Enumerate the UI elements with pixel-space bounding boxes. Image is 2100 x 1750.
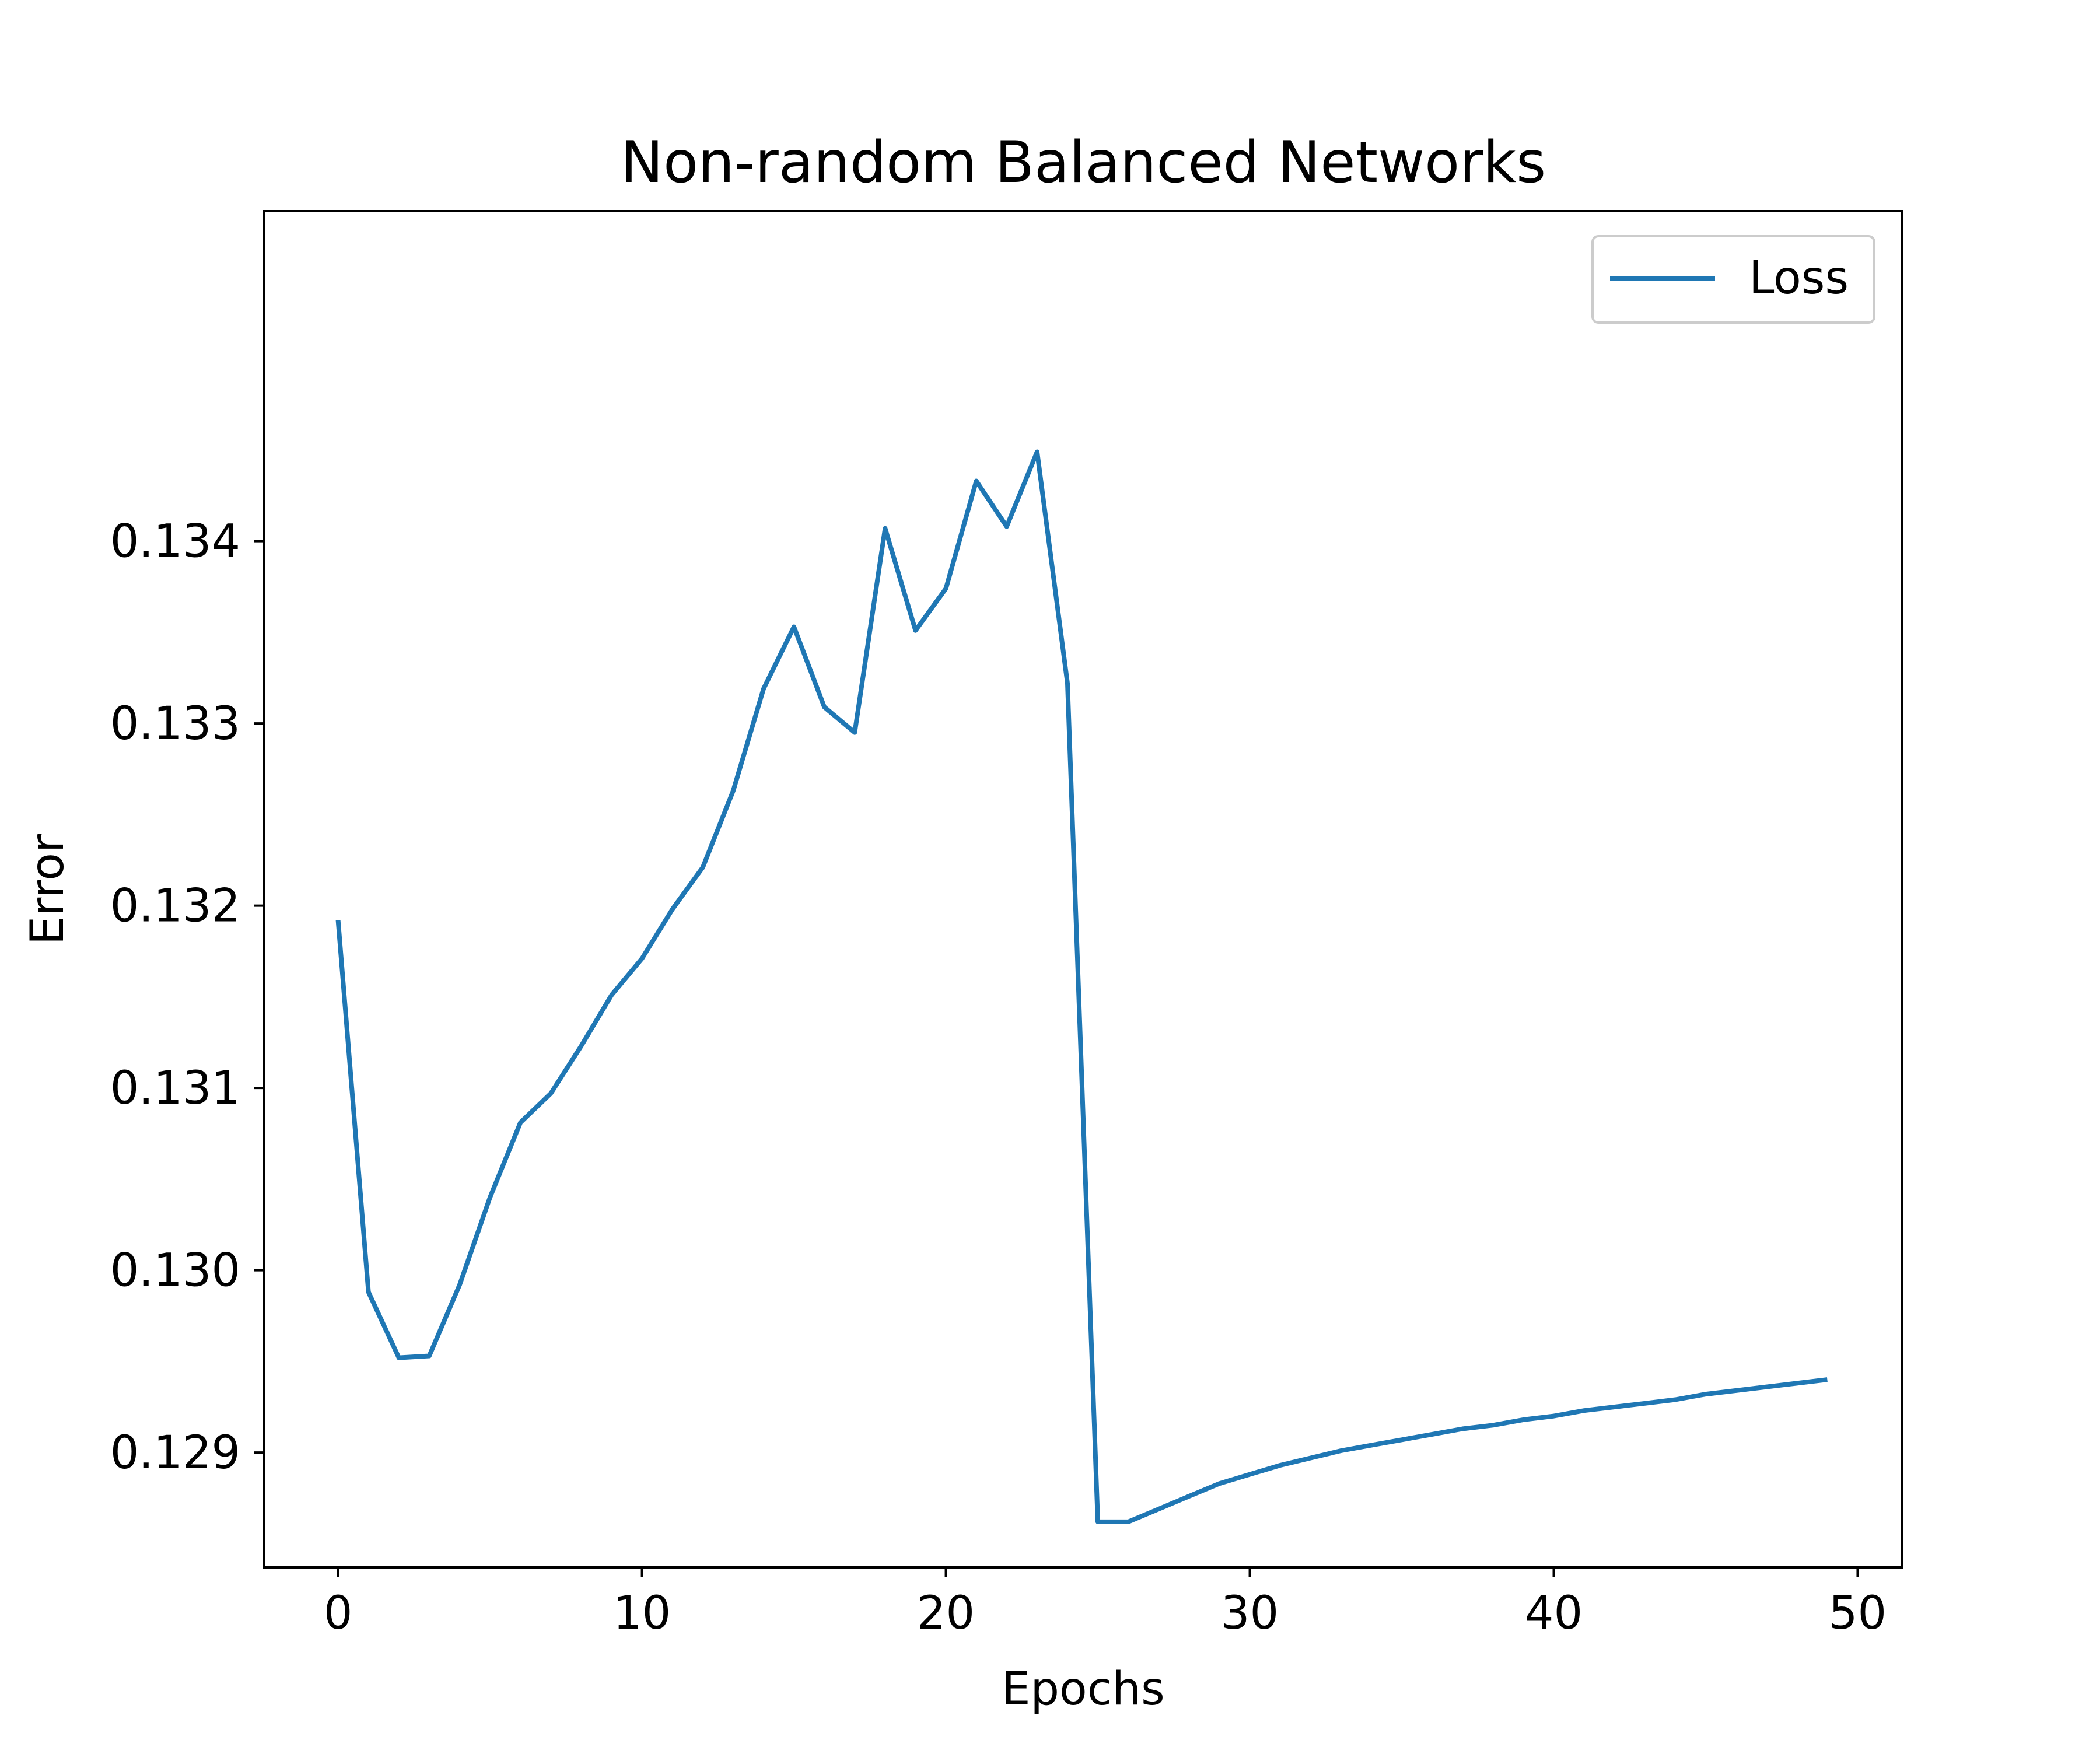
series-line-loss xyxy=(335,449,1828,1524)
x-tick-label: 50 xyxy=(1829,1587,1887,1640)
y-tick-label: 0.133 xyxy=(110,698,240,750)
legend: Loss xyxy=(1591,235,1875,324)
axes-frame xyxy=(262,210,1903,1569)
x-tick-label: 20 xyxy=(917,1587,975,1640)
y-tick-label: 0.129 xyxy=(110,1427,240,1479)
y-axis-ticks: 0.129 0.130 0.131 0.132 0.133 0.134 xyxy=(110,516,264,1479)
x-axis-ticks: 0 10 20 30 40 50 xyxy=(324,1567,1887,1640)
series-layer xyxy=(335,449,1828,1524)
x-tick-label: 40 xyxy=(1525,1587,1583,1640)
x-tick-label: 0 xyxy=(324,1587,353,1640)
y-tick-label: 0.131 xyxy=(110,1062,240,1115)
legend-frame xyxy=(1591,235,1875,324)
y-tick-label: 0.132 xyxy=(110,880,240,933)
x-axis-label: Epochs xyxy=(1002,1663,1164,1716)
x-tick-label: 30 xyxy=(1221,1587,1279,1640)
plot-area: 0 10 20 30 40 50 0.1290.1300.1310.1320.1330.1… xyxy=(110,210,1903,1640)
legend-label-loss: Loss xyxy=(1749,252,1849,304)
y-axis-label: Error xyxy=(22,834,74,945)
y-tick-label: 0.130 xyxy=(110,1245,240,1297)
x-tick-label: 10 xyxy=(613,1587,671,1640)
chart-title: Non-random Balanced Networks xyxy=(621,130,1546,196)
y-tick-label: 0.134 xyxy=(110,516,240,568)
